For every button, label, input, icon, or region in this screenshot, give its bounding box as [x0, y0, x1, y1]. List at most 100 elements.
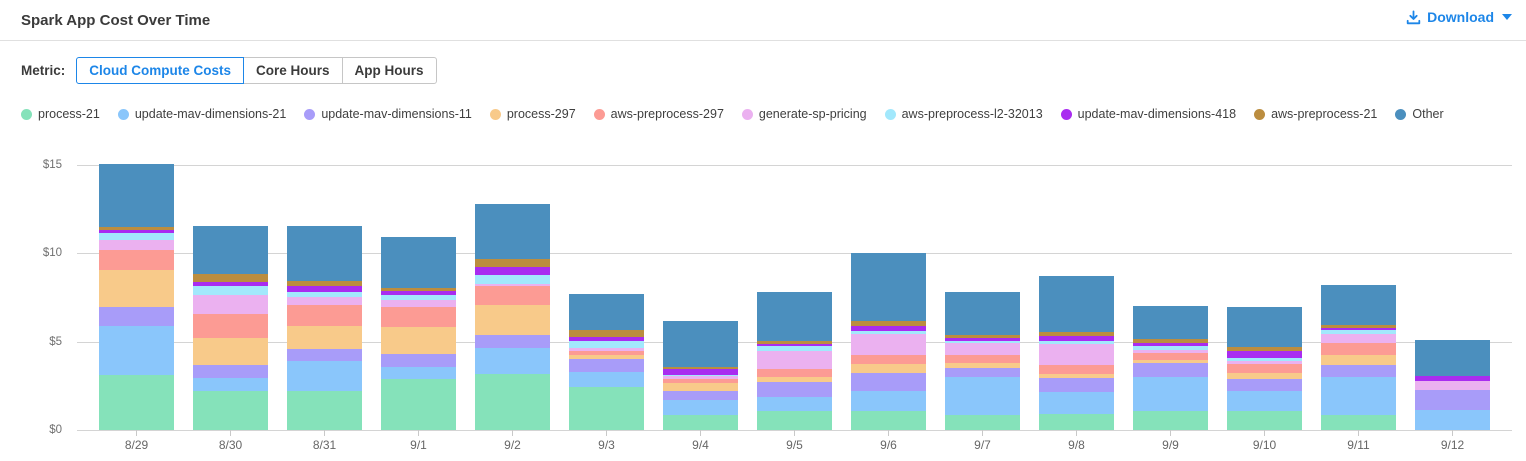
bar-segment-aws-preprocess-l2-32013[interactable]	[945, 340, 1020, 344]
bar-segment-aws-preprocess-297[interactable]	[193, 314, 268, 339]
bar-segment-aws-preprocess-l2-32013[interactable]	[99, 232, 174, 241]
bar-segment-generate-sp-pricing[interactable]	[1321, 333, 1396, 344]
bar-segment-update-mav-dimensions-418[interactable]	[1039, 335, 1114, 341]
bar-segment-other[interactable]	[757, 292, 832, 341]
bar-segment-update-mav-dimensions-11[interactable]	[1133, 362, 1208, 377]
bar-segment-generate-sp-pricing[interactable]	[99, 240, 174, 250]
bar-segment-generate-sp-pricing[interactable]	[1415, 380, 1490, 391]
bar-segment-generate-sp-pricing[interactable]	[569, 347, 644, 352]
bar-segment-generate-sp-pricing[interactable]	[1227, 361, 1302, 364]
bar-segment-aws-preprocess-21[interactable]	[287, 280, 362, 286]
bar-segment-other[interactable]	[475, 203, 550, 259]
bar-segment-process-21[interactable]	[193, 391, 268, 430]
bar-segment-process-297[interactable]	[945, 362, 1020, 369]
legend-item-other[interactable]: Other	[1395, 107, 1444, 121]
bar-segment-aws-preprocess-21[interactable]	[569, 330, 644, 338]
bar-segment-other[interactable]	[193, 225, 268, 275]
bar-9-2[interactable]	[475, 203, 550, 430]
bar-segment-update-mav-dimensions-418[interactable]	[475, 266, 550, 275]
bar-9-6[interactable]	[851, 253, 926, 430]
bar-segment-other[interactable]	[1321, 285, 1396, 326]
bar-segment-other[interactable]	[99, 164, 174, 227]
bar-segment-update-mav-dimensions-11[interactable]	[1321, 364, 1396, 377]
bar-segment-process-21[interactable]	[1227, 411, 1302, 430]
bar-segment-update-mav-dimensions-11[interactable]	[569, 359, 644, 372]
bar-segment-aws-preprocess-21[interactable]	[945, 334, 1020, 339]
bar-segment-process-21[interactable]	[1133, 411, 1208, 430]
bar-segment-process-297[interactable]	[757, 377, 832, 382]
bar-9-4[interactable]	[663, 320, 738, 430]
metric-tab-app-hours[interactable]: App Hours	[341, 57, 437, 84]
bar-segment-update-mav-dimensions-418[interactable]	[1227, 350, 1302, 358]
bar-segment-aws-preprocess-21[interactable]	[663, 366, 738, 370]
bar-segment-aws-preprocess-21[interactable]	[757, 340, 832, 344]
bar-9-5[interactable]	[757, 292, 832, 430]
bar-segment-update-mav-dimensions-418[interactable]	[381, 291, 456, 295]
metric-tab-cloud-compute-costs[interactable]: Cloud Compute Costs	[76, 57, 245, 84]
bar-segment-process-297[interactable]	[1039, 373, 1114, 378]
bar-segment-aws-preprocess-l2-32013[interactable]	[569, 340, 644, 348]
bar-segment-aws-preprocess-l2-32013[interactable]	[475, 274, 550, 285]
bar-segment-update-mav-dimensions-11[interactable]	[757, 381, 832, 397]
bar-segment-process-297[interactable]	[851, 363, 926, 374]
bar-segment-update-mav-dimensions-418[interactable]	[193, 281, 268, 286]
bar-segment-generate-sp-pricing[interactable]	[287, 297, 362, 305]
bar-9-11[interactable]	[1321, 285, 1396, 430]
bar-segment-update-mav-dimensions-21[interactable]	[1415, 409, 1490, 430]
bar-segment-update-mav-dimensions-11[interactable]	[99, 307, 174, 326]
legend-item-update-mav-dimensions-21[interactable]: update-mav-dimensions-21	[117, 107, 286, 121]
bar-segment-aws-preprocess-297[interactable]	[945, 354, 1020, 363]
bar-segment-aws-preprocess-l2-32013[interactable]	[1039, 340, 1114, 345]
bar-segment-generate-sp-pricing[interactable]	[1133, 349, 1208, 354]
bar-segment-update-mav-dimensions-21[interactable]	[1133, 376, 1208, 412]
bar-9-8[interactable]	[1039, 275, 1114, 430]
bar-segment-aws-preprocess-297[interactable]	[663, 378, 738, 384]
bar-segment-update-mav-dimensions-11[interactable]	[851, 373, 926, 392]
bar-segment-aws-preprocess-21[interactable]	[851, 321, 926, 326]
bar-segment-aws-preprocess-297[interactable]	[569, 351, 644, 355]
bar-segment-aws-preprocess-21[interactable]	[1039, 332, 1114, 336]
legend-item-aws-preprocess-l2-32013[interactable]: aws-preprocess-l2-32013	[884, 107, 1043, 121]
bar-segment-process-297[interactable]	[1133, 360, 1208, 363]
bar-segment-generate-sp-pricing[interactable]	[193, 294, 268, 315]
bar-segment-other[interactable]	[1133, 305, 1208, 340]
bar-segment-generate-sp-pricing[interactable]	[945, 343, 1020, 355]
bar-segment-process-297[interactable]	[99, 270, 174, 308]
legend-item-process-21[interactable]: process-21	[21, 107, 100, 121]
bar-segment-other[interactable]	[663, 320, 738, 367]
bar-segment-other[interactable]	[287, 225, 362, 281]
bar-segment-update-mav-dimensions-418[interactable]	[1133, 342, 1208, 347]
bar-segment-aws-preprocess-21[interactable]	[1227, 347, 1302, 351]
bar-segment-aws-preprocess-l2-32013[interactable]	[1321, 330, 1396, 334]
bar-segment-generate-sp-pricing[interactable]	[851, 333, 926, 355]
bar-segment-process-21[interactable]	[945, 414, 1020, 430]
bar-segment-update-mav-dimensions-418[interactable]	[99, 230, 174, 233]
bar-segment-update-mav-dimensions-21[interactable]	[569, 371, 644, 387]
bar-segment-process-297[interactable]	[569, 354, 644, 360]
bar-segment-aws-preprocess-l2-32013[interactable]	[381, 294, 456, 301]
bar-segment-other[interactable]	[1415, 340, 1490, 377]
bar-segment-aws-preprocess-l2-32013[interactable]	[663, 375, 738, 377]
bar-segment-generate-sp-pricing[interactable]	[1039, 344, 1114, 365]
bar-segment-other[interactable]	[1227, 307, 1302, 348]
bar-segment-update-mav-dimensions-11[interactable]	[945, 368, 1020, 377]
legend-item-generate-sp-pricing[interactable]: generate-sp-pricing	[741, 107, 867, 121]
bar-segment-generate-sp-pricing[interactable]	[381, 300, 456, 308]
bar-segment-aws-preprocess-21[interactable]	[381, 287, 456, 292]
bar-segment-update-mav-dimensions-11[interactable]	[193, 364, 268, 378]
bar-segment-update-mav-dimensions-418[interactable]	[1321, 327, 1396, 331]
bar-segment-update-mav-dimensions-11[interactable]	[1039, 377, 1114, 392]
bar-9-1[interactable]	[381, 236, 456, 430]
legend-item-aws-preprocess-297[interactable]: aws-preprocess-297	[593, 107, 724, 121]
bar-segment-aws-preprocess-l2-32013[interactable]	[851, 331, 926, 334]
bar-segment-process-297[interactable]	[663, 383, 738, 392]
legend-item-update-mav-dimensions-418[interactable]: update-mav-dimensions-418	[1060, 107, 1236, 121]
bar-segment-aws-preprocess-21[interactable]	[1321, 325, 1396, 328]
bar-9-12[interactable]	[1415, 340, 1490, 430]
bar-segment-aws-preprocess-l2-32013[interactable]	[193, 285, 268, 295]
bar-segment-aws-preprocess-21[interactable]	[193, 274, 268, 282]
bar-segment-other[interactable]	[569, 294, 644, 331]
bar-segment-update-mav-dimensions-21[interactable]	[945, 376, 1020, 415]
bar-segment-other[interactable]	[851, 253, 926, 322]
bar-segment-aws-preprocess-297[interactable]	[851, 354, 926, 364]
